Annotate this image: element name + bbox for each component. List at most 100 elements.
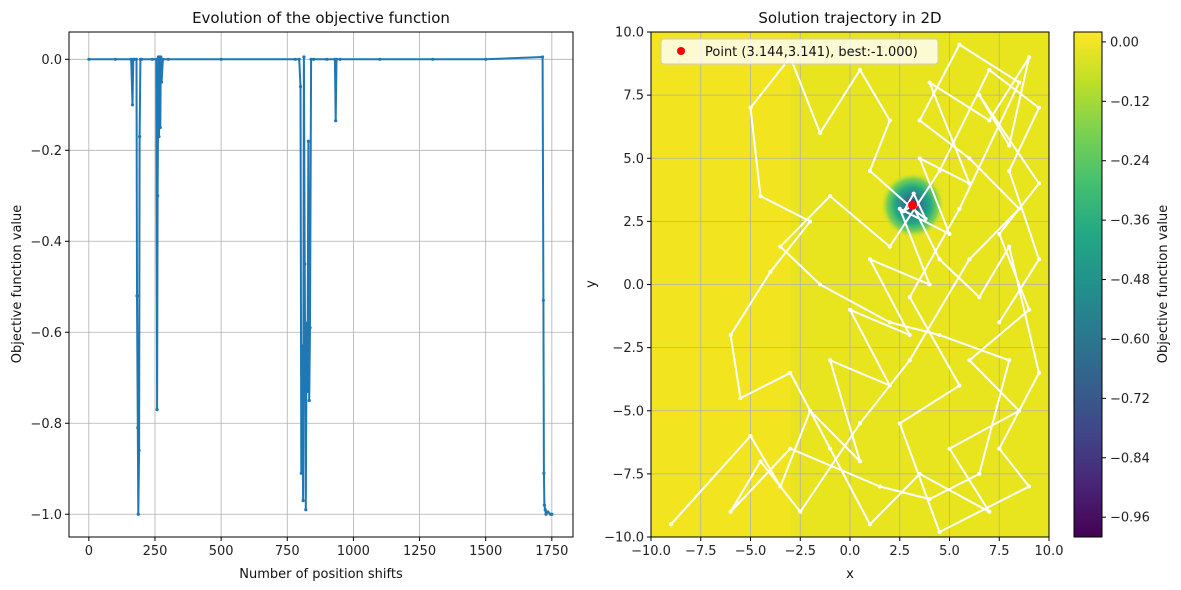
left-data-point [542,503,547,507]
trajectory-point [768,269,773,274]
trajectory-point [927,80,932,85]
left-data-point [338,57,342,61]
trajectory-point [967,156,972,161]
trajectory-point [957,42,962,47]
left-data-point [135,294,139,298]
trajectory-point [798,509,803,514]
trajectory-point [977,471,982,476]
left-y-tick-label: −0.6 [30,326,62,341]
left-data-point [546,510,550,514]
trajectory-point [967,181,972,186]
trajectory-point [987,118,992,123]
trajectory-point [748,434,753,438]
left-data-point [293,57,297,61]
left-x-axis-label: Number of position shifts [239,567,403,582]
right-y-tick-label: 0.0 [623,278,644,293]
trajectory-point [917,118,922,123]
left-data-point [219,57,223,61]
trajectory-point [828,358,833,363]
right-y-tick-label: −7.5 [612,467,644,482]
left-data-point [130,103,135,107]
left-y-axis-label: Objective function value [10,205,25,364]
legend-box [660,38,939,65]
colorbar-tick-label: −0.60 [1110,332,1150,347]
trajectory-point [867,168,872,173]
left-data-point [158,125,162,130]
colorbar-ticks: 0.00 −0.12 −0.24 −0.36 −0.48 −0.60 −0.72 −0.84 −… [1102,35,1150,526]
left-y-tick-label: −1.0 [30,508,62,523]
trajectory-point [728,333,733,337]
left-data-point [150,57,154,61]
trajectory-point [778,484,783,489]
right-y-tick-label: −10.0 [604,531,644,546]
colorbar-tick-label: −0.72 [1110,392,1150,407]
left-y-tick-label: −0.8 [30,417,62,432]
trajectory-point [808,219,813,224]
right-y-ticks: 10.0 7.5 5.0 2.5 0.0 −2.5 −5.0 −7.5 −10.0 [604,26,651,546]
trajectory-point [738,396,743,401]
legend: Point (3.144,3.141), best:-1.000) [660,38,939,65]
trajectory-point [857,421,862,426]
left-data-point [542,471,546,475]
trajectory-point [867,257,872,262]
trajectory-point [668,522,673,527]
trajectory-point [997,446,1002,451]
left-data-point [325,57,329,61]
right-x-tick-label: −5.0 [735,544,767,559]
trajectory-point [1007,244,1012,249]
trajectory-point [917,471,922,476]
left-data-point [154,57,158,61]
trajectory-point [927,282,932,287]
trajectory-point [997,320,1002,325]
trajectory-point [917,156,922,161]
trajectory-point [848,307,852,312]
right-x-tick-label: 7.5 [989,544,1010,559]
right-y-axis-label: y [584,280,599,288]
colorbar-tick-label: −0.12 [1110,95,1150,110]
trajectory-point [923,216,928,221]
colorbar-tick-label: −0.24 [1110,154,1150,169]
left-series-polyline [88,56,552,516]
trajectory-point [788,370,793,375]
left-data-point [540,55,545,59]
left-data-point [136,426,140,430]
left-x-tick-label: 500 [209,544,234,559]
left-data-point [159,80,164,84]
trajectory-point [808,408,813,413]
left-data-point [484,57,488,61]
right-x-tick-label: −7.5 [685,544,717,559]
left-data-point [305,389,309,394]
left-data-point [308,326,312,330]
trajectory-point [828,194,833,199]
trajectory-point [997,232,1002,236]
left-data-point [87,57,91,61]
left-x-tick-label: 750 [275,544,300,559]
trajectory-point [857,459,862,464]
colorbar-tick-label: −0.48 [1110,273,1150,288]
trajectory-point [927,497,932,502]
right-x-tick-label: 0.0 [840,544,861,559]
trajectory-point [1027,484,1032,489]
trajectory-point [937,257,942,262]
trajectory-point [937,333,942,337]
right-x-tick-label: 5.0 [939,544,960,559]
left-data-point [302,55,306,59]
left-plot-frame [68,31,574,538]
trajectory-point [728,509,733,514]
trajectory-point [1027,307,1032,312]
left-data-point [431,57,435,61]
legend-label: Point (3.144,3.141), best:-1.000) [705,45,918,60]
left-data-point [304,508,308,512]
left-y-tick-label: −0.2 [30,144,62,159]
left-y-tick-label: 0.0 [41,53,62,68]
right-y-tick-label: 10.0 [615,26,644,41]
left-data-point [303,262,307,266]
left-data-point [378,57,382,61]
trajectory-point [1037,181,1042,186]
left-data-point [157,135,161,139]
left-data-point [304,321,309,325]
trajectory-point [1007,143,1012,148]
trajectory-point [867,522,872,527]
trajectory-point [977,93,982,98]
